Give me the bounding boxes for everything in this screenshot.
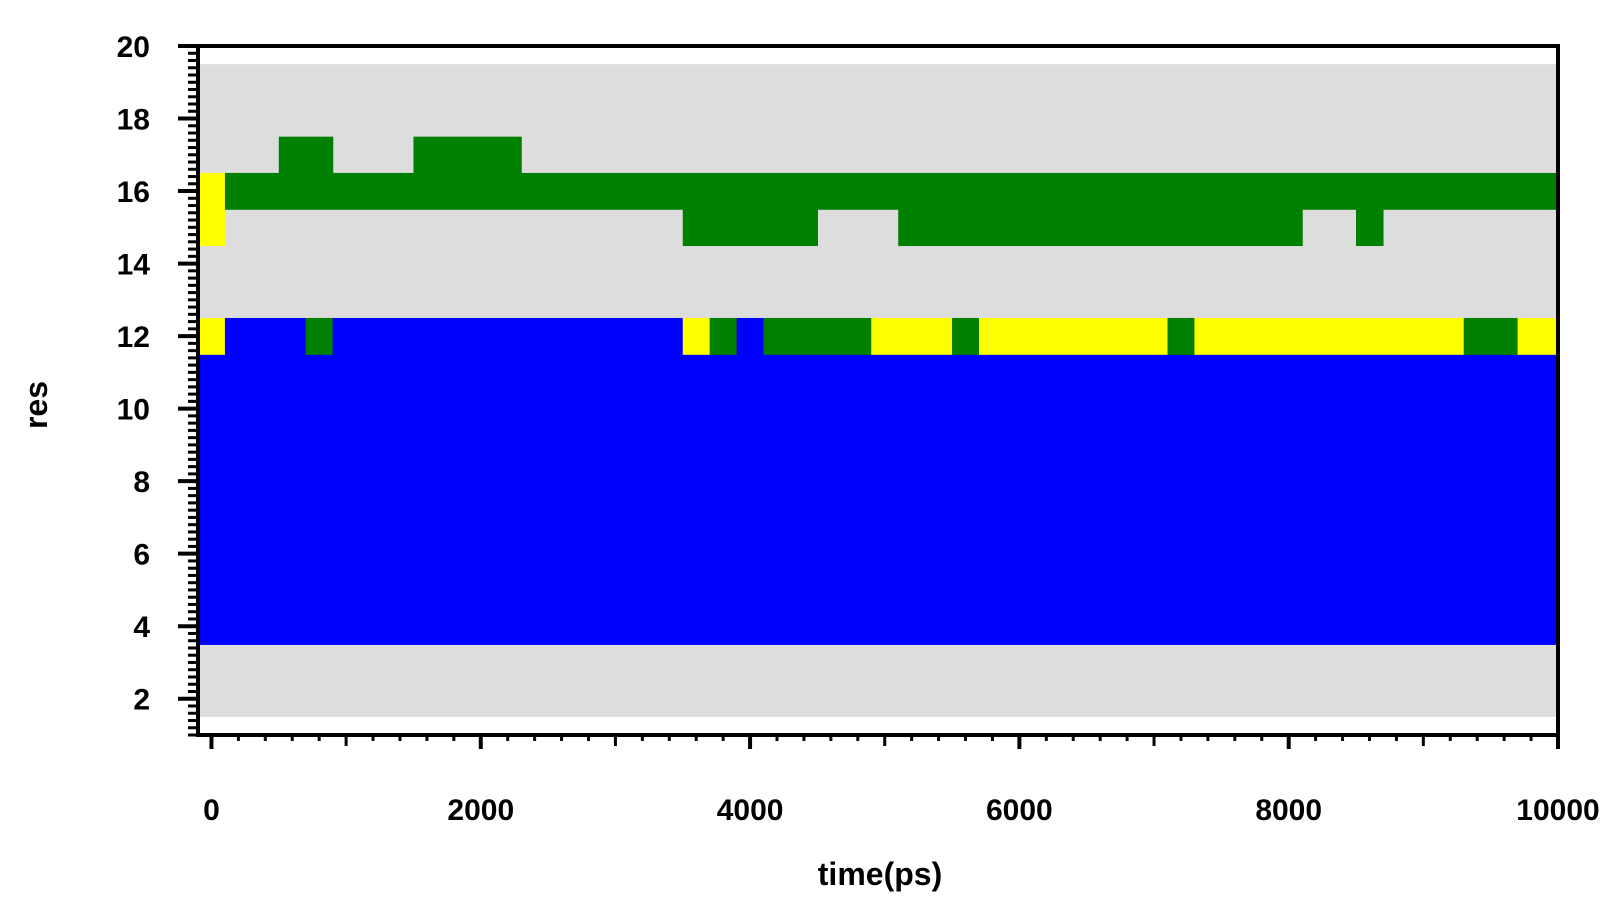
- res-16-segment-yellow: [198, 172, 226, 210]
- y-tick-label: 6: [133, 539, 150, 572]
- res-12-segment-yellow: [1194, 317, 1465, 355]
- res-15-segment-green: [1356, 209, 1384, 247]
- y-tick-label: 4: [133, 611, 150, 644]
- x-axis-label: time(ps): [818, 856, 942, 892]
- res-12-segment-yellow: [198, 317, 226, 355]
- res-8-segment-blue: [198, 463, 1559, 500]
- x-tick-label: 0: [203, 794, 220, 827]
- res-15-segment-green: [898, 209, 1303, 247]
- res-5-segment-blue: [198, 571, 1559, 609]
- plot-frame: [196, 44, 1560, 737]
- res-12-segment-green: [763, 317, 872, 355]
- res-15-segment-green: [682, 209, 819, 247]
- res-10-segment-blue: [198, 390, 1559, 428]
- res-12-segment-green: [305, 317, 334, 355]
- y-tick-label: 2: [133, 684, 150, 717]
- x-axis: 0 2000 4000 6000 8000 10000: [203, 735, 1600, 827]
- x-tick-label: 10000: [1516, 794, 1599, 827]
- res-12-segment-yellow: [871, 317, 953, 355]
- y-axis: 2 4 6 8 10 12 14 16 18 20: [117, 31, 198, 737]
- res-9-segment-blue: [198, 426, 1559, 464]
- res-11-segment-blue: [198, 354, 1559, 392]
- y-tick-label: 8: [133, 466, 150, 499]
- x-tick-label: 8000: [1255, 794, 1322, 827]
- res-12-segment-green: [1463, 317, 1519, 355]
- res-7-segment-blue: [198, 499, 1559, 537]
- y-axis-label: res: [18, 381, 54, 429]
- res-16-segment-green: [224, 172, 1559, 210]
- res-12-segment-blue: [224, 317, 307, 355]
- res-12-segment-yellow: [682, 317, 711, 355]
- res-4-segment-blue: [198, 608, 1559, 645]
- res-17-segment-green: [413, 136, 522, 174]
- y-tick-label: 14: [117, 249, 151, 282]
- x-tick-label: 6000: [986, 794, 1053, 827]
- x-tick-label: 4000: [717, 794, 784, 827]
- y-tick-label: 18: [117, 104, 150, 137]
- y-tick-label: 10: [117, 394, 150, 427]
- res-12-segment-yellow: [978, 317, 1169, 355]
- res-12-segment-yellow: [1517, 317, 1559, 355]
- y-tick-label: 20: [117, 31, 150, 64]
- res-12-segment-blue: [736, 317, 765, 355]
- res-12-segment-green: [952, 317, 980, 355]
- res-12-segment-green: [709, 317, 738, 355]
- res-17-segment-green: [278, 136, 334, 174]
- res-15-segment-yellow: [198, 209, 226, 247]
- x-tick-label: 2000: [447, 794, 514, 827]
- y-tick-label: 12: [117, 321, 150, 354]
- res-6-segment-blue: [198, 535, 1559, 573]
- plot-area: [196, 44, 1560, 737]
- y-tick-label: 16: [117, 176, 150, 209]
- res-12-segment-green: [1167, 317, 1196, 355]
- res-12-segment-blue: [332, 317, 684, 355]
